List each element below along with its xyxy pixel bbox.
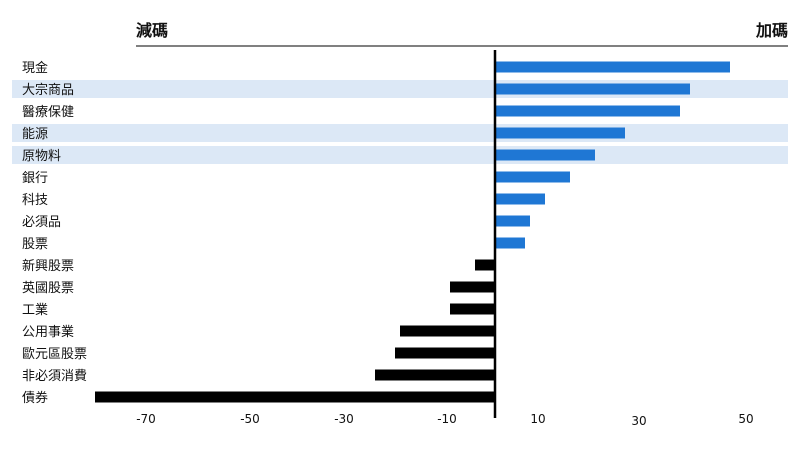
bar-row-15 (375, 369, 495, 381)
bar-row-12 (450, 303, 495, 315)
x-tick-label-2: -50 (240, 412, 260, 426)
bar-row-2 (495, 83, 690, 95)
x-tick-labels: -70 -50 -30 -10 10 30 50 (136, 412, 753, 428)
bar-row-8 (495, 215, 530, 227)
bar-row-1 (495, 61, 730, 73)
bar-row-13 (400, 325, 495, 337)
category-label-row-6: 銀行 (22, 171, 48, 186)
category-label-row-13: 公用事業 (22, 324, 74, 340)
bar-row-3 (495, 105, 680, 117)
bar-row-5 (495, 149, 595, 161)
right-header: 加碼 (755, 21, 788, 40)
bar-row-9 (495, 237, 525, 249)
bar-row-4 (495, 127, 625, 139)
category-label-row-14: 歐元區股票 (22, 347, 87, 362)
bar-row-10 (475, 259, 495, 271)
bars (95, 61, 730, 403)
category-labels: 現金大宗商品醫療保健能源原物料銀行科技必須品股票新興股票英國股票工業公用事業歐元… (22, 60, 87, 406)
category-label-row-11: 英國股票 (22, 281, 74, 296)
bar-row-16 (95, 391, 495, 403)
category-label-row-5: 原物料 (22, 149, 61, 164)
x-tick-label-6: 30 (631, 414, 646, 428)
category-label-row-1: 現金 (22, 60, 48, 76)
category-label-row-10: 新興股票 (22, 258, 74, 274)
left-header: 減碼 (136, 21, 168, 40)
category-label-row-16: 債券 (22, 390, 48, 406)
category-label-row-3: 醫療保健 (22, 105, 74, 120)
category-label-row-9: 股票 (22, 237, 48, 252)
bar-row-6 (495, 171, 570, 183)
category-label-row-8: 必須品 (22, 215, 61, 230)
category-label-row-12: 工業 (22, 302, 48, 318)
bar-row-11 (450, 281, 495, 293)
x-tick-label-4: -10 (437, 412, 457, 426)
category-label-row-7: 科技 (22, 193, 48, 208)
category-label-row-15: 非必須消費 (22, 369, 87, 384)
x-tick-label-3: -30 (334, 412, 354, 426)
x-tick-label-1: -70 (136, 412, 156, 426)
category-label-row-2: 大宗商品 (22, 82, 74, 98)
highlight-band-row-4 (12, 124, 788, 142)
highlight-band-row-5 (12, 146, 788, 164)
x-tick-label-5: 10 (530, 412, 545, 426)
x-tick-label-7: 50 (738, 412, 753, 426)
bar-row-14 (395, 347, 495, 359)
category-label-row-4: 能源 (22, 127, 48, 142)
bar-row-7 (495, 193, 545, 205)
